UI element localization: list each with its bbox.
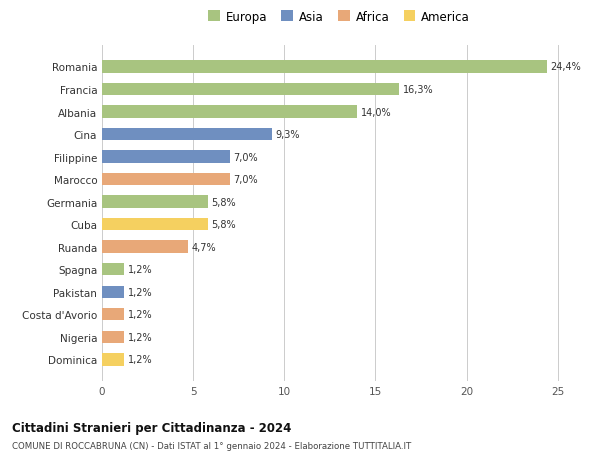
Text: 7,0%: 7,0%	[233, 152, 258, 162]
Bar	[102, 129, 272, 141]
Legend: Europa, Asia, Africa, America: Europa, Asia, Africa, America	[206, 8, 472, 26]
Bar	[102, 331, 124, 343]
Bar	[102, 286, 124, 298]
Bar	[102, 353, 124, 366]
Text: 5,8%: 5,8%	[211, 197, 236, 207]
Text: 14,0%: 14,0%	[361, 107, 392, 117]
Text: 1,2%: 1,2%	[128, 332, 152, 342]
Text: 1,2%: 1,2%	[128, 265, 152, 274]
Text: COMUNE DI ROCCABRUNA (CN) - Dati ISTAT al 1° gennaio 2024 - Elaborazione TUTTITA: COMUNE DI ROCCABRUNA (CN) - Dati ISTAT a…	[12, 441, 411, 450]
Text: 9,3%: 9,3%	[275, 130, 299, 140]
Text: 1,2%: 1,2%	[128, 310, 152, 319]
Bar	[102, 263, 124, 276]
Bar	[102, 84, 399, 96]
Bar	[102, 151, 230, 163]
Text: 16,3%: 16,3%	[403, 85, 433, 95]
Bar	[102, 308, 124, 321]
Text: 5,8%: 5,8%	[211, 220, 236, 230]
Bar	[102, 241, 188, 253]
Bar	[102, 196, 208, 208]
Bar	[102, 174, 230, 186]
Text: 4,7%: 4,7%	[191, 242, 216, 252]
Text: 1,2%: 1,2%	[128, 287, 152, 297]
Bar	[102, 61, 547, 73]
Bar	[102, 106, 357, 118]
Bar	[102, 218, 208, 231]
Text: Cittadini Stranieri per Cittadinanza - 2024: Cittadini Stranieri per Cittadinanza - 2…	[12, 421, 292, 434]
Text: 24,4%: 24,4%	[550, 62, 581, 73]
Text: 7,0%: 7,0%	[233, 175, 258, 185]
Text: 1,2%: 1,2%	[128, 354, 152, 364]
